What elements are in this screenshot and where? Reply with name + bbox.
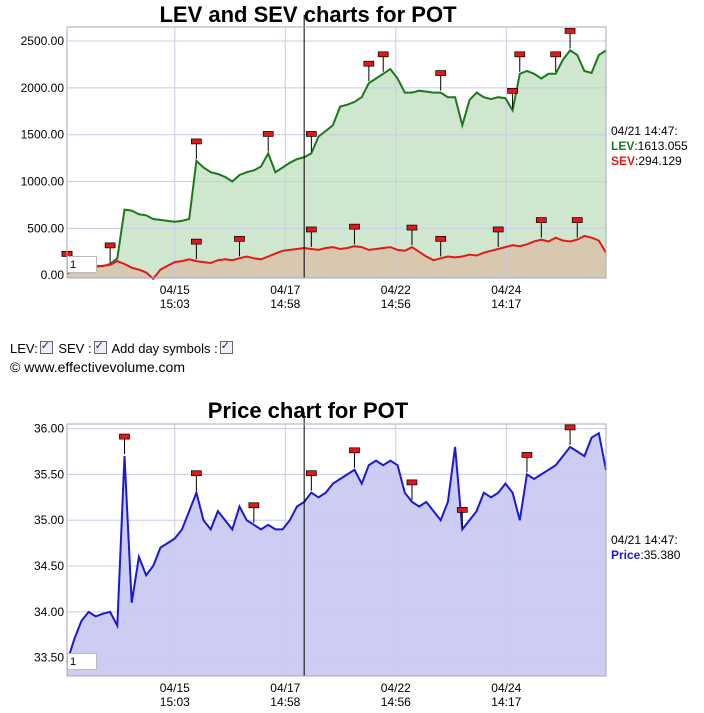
price-ytick-label: 34.50 [34, 559, 64, 573]
lev-xtick-time: 14:58 [270, 297, 300, 311]
lev-day-marker [514, 51, 526, 72]
lev-xtick-time: 14:17 [491, 297, 521, 311]
lev-day-marker [435, 70, 447, 91]
price-xtick-date: 04/22 [381, 681, 411, 695]
sev-checkbox[interactable] [93, 339, 107, 354]
lev-day-marker [564, 28, 576, 49]
lev-ytick-label: 2000.00 [21, 81, 65, 95]
price-day-marker [305, 470, 317, 491]
lev-day-marker [507, 88, 518, 109]
price-xtick-date: 04/24 [491, 681, 521, 695]
price-legend-label: Price [611, 548, 641, 562]
lev-xtick-time: 14:56 [381, 297, 411, 311]
price-ytick-label: 36.00 [34, 422, 64, 436]
lev-cursor-timestamp: 04/21 14:47: [611, 124, 678, 138]
lev-day-marker [191, 138, 202, 159]
lev-xtick-date: 04/24 [491, 283, 521, 297]
lev-lev-area [67, 50, 606, 279]
lev-day-marker [550, 51, 562, 72]
lev-day-marker [305, 226, 317, 247]
price-xtick-time: 14:17 [491, 695, 521, 709]
day-symbols-label: Add day symbols : [111, 341, 218, 356]
lev-day-marker [492, 226, 504, 247]
lev-day-marker [349, 223, 360, 245]
lev-cursor-info: 04/21 14:47: LEV:1613.055 SEV:294.129 [611, 124, 688, 169]
lev-ytick-label: 1500.00 [21, 128, 65, 142]
lev-sev-line [66, 234, 607, 281]
price-day-marker [406, 479, 418, 500]
lev-legend-label: LEV [611, 139, 635, 153]
lev-ytick-label: 500.00 [27, 221, 64, 235]
price-zoom-input[interactable]: 1 [67, 653, 97, 670]
price-day-marker [456, 507, 468, 528]
lev-ytick-label: 2500.00 [21, 34, 65, 48]
lev-xtick-date: 04/17 [270, 283, 300, 297]
lev-day-marker [377, 51, 389, 72]
lev-toggle-label: LEV: [10, 341, 38, 356]
price-ytick-label: 34.00 [34, 605, 64, 619]
lev-chart-title: LEV and SEV charts for POT [159, 2, 457, 27]
price-xtick-time: 14:58 [270, 695, 300, 709]
price-plot-frame [66, 423, 607, 677]
lev-ytick-label: 0.00 [41, 268, 65, 282]
lev-xtick-time: 15:03 [160, 297, 190, 311]
price-xtick-date: 04/15 [160, 681, 190, 695]
chart-controls: LEV: SEV : Add day symbols : [10, 339, 235, 356]
price-day-marker [119, 433, 130, 455]
price-ytick-label: 35.00 [34, 513, 64, 527]
price-xtick-date: 04/17 [270, 681, 300, 695]
lev-day-marker [104, 242, 116, 263]
lev-sev-chart[interactable]: 2500.00 2000.00 1500.00 1000.00 500.00 0.00 04… [0, 0, 704, 330]
price-ytick-label: 35.50 [34, 467, 64, 481]
lev-day-marker [262, 131, 274, 152]
copyright-link[interactable]: © www.effectivevolume.com [10, 359, 186, 375]
price-cursor-info: 04/21 14:47: Price:35.380 [611, 533, 680, 563]
price-ytick-label: 33.50 [34, 651, 64, 665]
price-xtick-time: 15:03 [160, 695, 190, 709]
price-cursor-value: :35.380 [640, 548, 681, 562]
lev-ytick-label: 1000.00 [21, 175, 65, 189]
price-price-area [67, 433, 606, 676]
price-xtick-time: 14:56 [381, 695, 411, 709]
lev-zoom-input[interactable]: 1 [67, 256, 97, 273]
sev-toggle-label: SEV : [58, 341, 92, 356]
sev-cursor-value: :294.129 [635, 154, 682, 168]
lev-day-marker [191, 238, 202, 260]
lev-cursor-value: :1613.055 [634, 139, 688, 153]
lev-day-marker [234, 235, 245, 257]
price-day-marker [521, 452, 533, 473]
price-day-marker [191, 470, 202, 491]
price-day-marker [564, 424, 576, 445]
price-day-marker [248, 502, 260, 523]
lev-day-marker [363, 60, 375, 82]
lev-day-marker [305, 131, 317, 152]
day-symbols-checkbox[interactable] [219, 339, 233, 354]
lev-plot-frame [66, 26, 607, 279]
price-cursor-timestamp: 04/21 14:47: [611, 533, 678, 547]
price-day-marker [349, 447, 360, 468]
lev-day-marker [406, 224, 418, 246]
lev-sev-area [67, 235, 606, 279]
lev-xtick-date: 04/15 [160, 283, 190, 297]
lev-checkbox[interactable] [39, 339, 53, 354]
price-chart-title: Price chart for POT [207, 398, 409, 423]
lev-xtick-date: 04/22 [381, 283, 411, 297]
lev-day-marker [435, 235, 447, 257]
sev-legend-label: SEV [611, 154, 636, 168]
price-price-line [66, 431, 607, 663]
lev-day-marker [535, 217, 547, 238]
lev-day-marker [571, 217, 583, 238]
